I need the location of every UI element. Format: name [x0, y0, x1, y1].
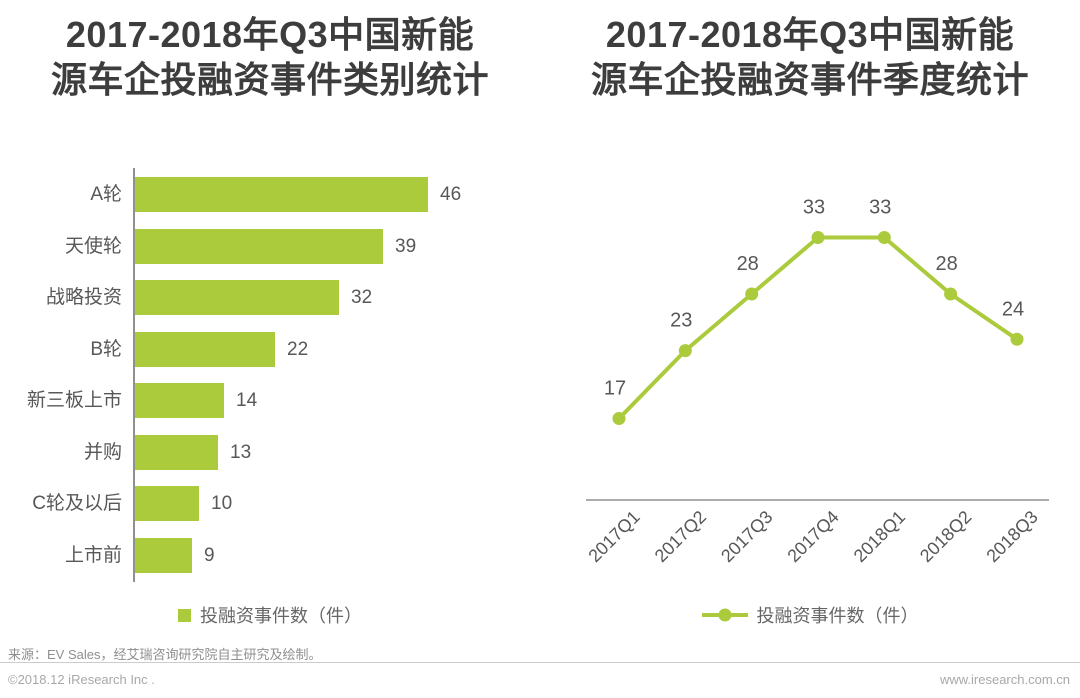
data-point-marker: [745, 287, 759, 301]
bar-value-label: 32: [351, 287, 373, 308]
bar-category-label: 天使轮: [64, 235, 122, 257]
bar-row: 上市前 9: [0, 537, 540, 573]
bar-value-label: 10: [211, 493, 233, 514]
x-axis-tick-label: 2018Q3: [982, 507, 1041, 566]
x-axis-tick-label: 2018Q1: [850, 507, 909, 566]
bar-value-label: 9: [204, 544, 215, 566]
bar-value-label: 46: [440, 184, 462, 205]
bar-value-label: 14: [236, 390, 258, 411]
data-point-marker: [877, 231, 891, 244]
bar: [135, 383, 224, 418]
footer-website-text: www.iresearch.com.cn: [939, 672, 1070, 687]
bar-chart-title: 2017-2018年Q3中国新能 源车企投融资事件类别统计: [0, 12, 540, 102]
bar: [135, 228, 383, 264]
bar-category-label: 新三板上市: [26, 390, 122, 411]
bar-category-label: C轮及以后: [32, 493, 122, 514]
bar-row: B轮 22: [0, 331, 540, 367]
legend-square-swatch: [178, 608, 191, 622]
bar-category-label: 并购: [83, 441, 122, 463]
data-point-marker: [612, 412, 626, 425]
bar-row: 新三板上市 14: [0, 383, 540, 418]
data-point-label: 33: [869, 197, 891, 219]
bar-value-label: 13: [230, 441, 252, 463]
bar-chart-y-axis-line: [133, 168, 135, 582]
line-chart-title-line1: 2017-2018年Q3中国新能: [605, 14, 1015, 55]
line-chart-title: 2017-2018年Q3中国新能 源车企投融资事件季度统计: [540, 12, 1080, 102]
x-axis-tick-label: 2018Q2: [916, 507, 975, 566]
bar-category-label: 战略投资: [45, 287, 122, 308]
bar-chart-title-line1: 2017-2018年Q3中国新能: [65, 14, 475, 55]
bar-value-label: 39: [395, 235, 417, 257]
bar-chart-plot-area: A轮 46 天使轮 39 战略投资 32 B轮 22 新三板上市 14 并购 13 C轮及以后 10 上市前…: [0, 160, 540, 592]
x-axis-tick-label: 2017Q2: [651, 507, 710, 566]
line-chart-panel: 2017-2018年Q3中国新能 源车企投融资事件季度统计 17 23 28 33 33…: [540, 0, 1080, 698]
line-chart-title-line2: 源车企投融资事件季度统计: [590, 59, 1029, 100]
bar: [135, 331, 275, 367]
bar: [135, 486, 199, 521]
footer-source-text: 来源：EV Sales，经艾瑞咨询研究院自主研究及绘制。: [8, 647, 322, 662]
data-point-marker: [944, 287, 958, 301]
bar-category-label: A轮: [90, 184, 122, 205]
data-point-label: 28: [935, 253, 957, 275]
x-axis-tick-label: 2017Q1: [584, 507, 643, 566]
x-axis-tick-label: 2017Q4: [783, 507, 842, 566]
bar-category-label: B轮: [90, 338, 122, 360]
bar-chart-panel: 2017-2018年Q3中国新能 源车企投融资事件类别统计 A轮 46 天使轮 39 战…: [0, 12, 540, 628]
bar-chart-legend-label: 投融资事件数（件）: [200, 606, 362, 626]
legend-line-marker: [701, 608, 748, 622]
data-point-label: 33: [803, 197, 825, 219]
data-point-label: 24: [1002, 298, 1024, 320]
bar-row: 天使轮 39: [0, 228, 540, 264]
data-point-marker: [678, 344, 692, 358]
bar-row: 战略投资 32: [0, 280, 540, 315]
footer-divider-line: [0, 662, 1080, 663]
bar: [135, 280, 339, 315]
bar-chart-title-line2: 源车企投融资事件类别统计: [50, 59, 489, 100]
data-point-label: 17: [604, 378, 626, 400]
footer-copyright-text: ©2018.12 iResearch Inc .: [8, 672, 155, 687]
bar-category-label: 上市前: [64, 544, 122, 566]
data-point-label: 23: [670, 310, 692, 332]
footer-bottom-row: ©2018.12 iResearch Inc . www.iresearch.c…: [8, 672, 1070, 687]
line-chart-legend: 投融资事件数（件）: [540, 602, 1080, 628]
line-chart-legend-label: 投融资事件数（件）: [756, 606, 919, 626]
bar-row: C轮及以后 10: [0, 486, 540, 521]
bar-row: A轮 46: [0, 177, 540, 212]
bar: [135, 434, 218, 470]
data-point-marker: [811, 231, 825, 244]
bar: [135, 537, 192, 573]
bar-value-label: 22: [287, 338, 309, 360]
data-point-label: 28: [737, 253, 759, 275]
bar-chart-legend: 投融资事件数（件）: [0, 602, 540, 628]
x-axis-tick-label: 2017Q3: [717, 507, 776, 566]
bar-row: 并购 13: [0, 434, 540, 470]
bar: [135, 177, 428, 212]
data-point-marker: [1010, 332, 1024, 346]
